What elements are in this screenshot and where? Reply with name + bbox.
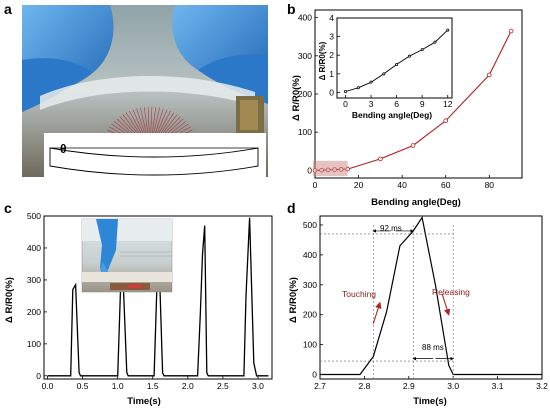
releasing-label: Releasing xyxy=(432,287,470,297)
y-tick-label: 400 xyxy=(303,250,317,260)
data-point xyxy=(487,72,492,78)
zoom-region xyxy=(312,160,348,177)
y-tick-label: 3 xyxy=(329,32,334,42)
x-tick-label: 0.0 xyxy=(42,381,54,391)
x-tick-label: 3.0 xyxy=(447,381,459,391)
x-tick-label: 3.1 xyxy=(492,381,504,391)
y-tick-label: 400 xyxy=(298,13,312,23)
x-tick-label: 60 xyxy=(441,180,451,190)
y-tick-label: 1 xyxy=(329,69,334,79)
x-tick-label: 2.0 xyxy=(182,381,194,391)
panel-letter-c: c xyxy=(4,200,12,216)
chart-b-inset-ylabel: Δ R/R0(%) xyxy=(318,41,327,80)
inset-background xyxy=(337,18,452,98)
x-tick-label: 3.2 xyxy=(536,381,548,391)
chart-d-xlabel: Time(s) xyxy=(413,396,447,407)
chart-d: 2.7 2.8 2.9 3.0 3.1 3.2 0 100 200 300 400 500 xyxy=(303,215,548,391)
chart-b-xlabel: Bending angle(Deg) xyxy=(371,197,461,208)
chart-d-ylabel: Δ R/R0(%) xyxy=(288,277,299,323)
y-tick-label: 100 xyxy=(298,127,312,137)
panel-c: c 0.0 0.5 1.0 1.5 2.0 2.5 3.00100200300400500 … xyxy=(4,200,273,407)
data-point xyxy=(433,40,437,44)
chart-c-ylabel: Δ R/R0(%) xyxy=(4,277,15,323)
y-tick-label: 4 xyxy=(329,13,334,23)
data-point xyxy=(410,143,416,148)
data-point xyxy=(395,63,399,67)
y-tick-label: 400 xyxy=(27,243,41,253)
y-tick-label: 100 xyxy=(27,339,41,349)
y-tick-label: 2 xyxy=(329,50,334,60)
y-tick-label: 200 xyxy=(27,307,41,317)
data-point xyxy=(407,54,411,58)
chart-b-ylabel: Δ R/R0(%) xyxy=(291,75,302,121)
x-tick-label: 20 xyxy=(354,180,364,190)
photo-touch-inset xyxy=(81,218,173,293)
x-tick-label: 9 xyxy=(420,99,425,109)
x-tick-label: 1.0 xyxy=(112,381,124,391)
x-tick-label: 3.0 xyxy=(252,381,264,391)
y-tick-label: 500 xyxy=(27,211,41,221)
x-tick-label: 0 xyxy=(343,99,348,109)
panel-letter-d: d xyxy=(287,200,296,216)
x-tick-label: 0 xyxy=(313,180,318,190)
y-tick-label: 100 xyxy=(303,340,317,350)
plot-frame xyxy=(43,215,273,380)
chart-c: 0.0 0.5 1.0 1.5 2.0 2.5 3.0 0 100 200 300 400 500 xyxy=(27,211,273,391)
photo-bending-sensor: θ xyxy=(22,5,268,177)
y-tick-label: 300 xyxy=(298,51,312,61)
x-tick-label: 80 xyxy=(485,180,495,190)
x-tick-label: 0.5 xyxy=(77,381,89,391)
data-point xyxy=(382,72,386,76)
x-tick-label: 6 xyxy=(394,99,399,109)
y-tick-label: 0 xyxy=(307,165,312,175)
y-tick-label: 200 xyxy=(298,89,312,99)
data-point xyxy=(378,156,383,162)
plot-frame xyxy=(336,17,453,99)
releasing-arrow xyxy=(441,293,451,316)
touching-arrow xyxy=(372,301,382,324)
data-point xyxy=(443,118,449,124)
y-tick-label: 0 xyxy=(312,370,317,380)
rise-time-label: 92 ms xyxy=(380,224,402,233)
y-tick-label: 0 xyxy=(329,87,334,97)
x-tick-label: 1.5 xyxy=(147,381,159,391)
x-tick-label: 12 xyxy=(443,99,453,109)
y-tick-label: 300 xyxy=(303,280,317,290)
data-point xyxy=(356,86,360,90)
theta-symbol: θ xyxy=(60,142,67,156)
panel-a: a θ xyxy=(4,1,268,177)
touching-label: Touching xyxy=(342,289,376,299)
panel-letter-a: a xyxy=(4,1,12,17)
panel-d: d 2.7 2.8 2.9 3.0 3.1 3.2 0 100 200 300 400 500 Tim… xyxy=(287,200,548,407)
data-point xyxy=(369,80,373,84)
x-tick-label: 40 xyxy=(397,180,407,190)
panel-letter-b: b xyxy=(287,1,296,17)
chart-b-inset-xlabel: Bending angle(Deg) xyxy=(352,110,432,120)
data-point xyxy=(446,28,450,32)
y-tick-label: 300 xyxy=(27,275,41,285)
x-tick-label: 2.8 xyxy=(358,381,370,391)
plot-frame xyxy=(319,215,543,380)
x-tick-label: 2.7 xyxy=(314,381,326,391)
data-point xyxy=(344,89,348,93)
y-tick-label: 200 xyxy=(303,310,317,320)
fall-time-label: 88 ms xyxy=(422,343,444,352)
series-line xyxy=(47,217,269,377)
x-tick-label: 2.9 xyxy=(403,381,415,391)
y-tick-label: 500 xyxy=(303,220,317,230)
y-tick-label: 0 xyxy=(36,371,41,381)
chart-c-xlabel: Time(s) xyxy=(127,396,161,407)
data-point xyxy=(420,48,424,52)
x-tick-label: 2.5 xyxy=(217,381,229,391)
data-point xyxy=(508,28,514,34)
x-tick-label: 3 xyxy=(369,99,374,109)
